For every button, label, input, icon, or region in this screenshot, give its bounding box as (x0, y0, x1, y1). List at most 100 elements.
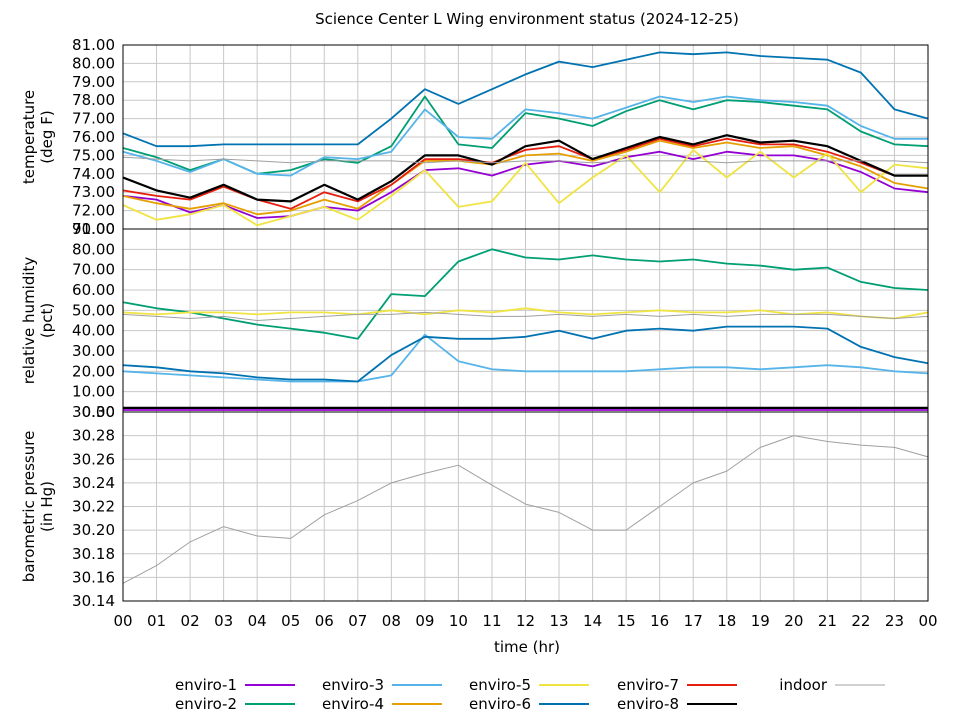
x-tick-label: 00 (918, 612, 937, 630)
x-tick-label: 04 (248, 612, 267, 630)
x-tick-label: 11 (482, 612, 501, 630)
y-tick-label: 71.00 (72, 220, 115, 238)
y-tick-label: 20.00 (72, 362, 115, 380)
y-tick-label: 30.26 (72, 450, 115, 468)
series-line-enviro-1 (122, 150, 929, 219)
series-line-indoor (122, 435, 929, 584)
x-tick-label: 12 (516, 612, 535, 630)
series-line-enviro-8 (122, 134, 928, 203)
panel-frame (122, 411, 929, 602)
y-axis-label: relative humidity(pct) (20, 257, 56, 385)
y-axis-label-line: relative humidity (20, 257, 38, 385)
y-tick-label: 0.00 (82, 403, 115, 421)
x-tick-label: 17 (684, 612, 703, 630)
y-tick-label: 30.18 (72, 545, 115, 563)
x-tick-label: 02 (181, 612, 200, 630)
y-tick-label: 60.00 (72, 281, 115, 299)
legend-label: enviro-7 (617, 676, 679, 694)
y-axis-label-line: (in Hg) (38, 481, 56, 532)
y-axis-label: barometric pressure(in Hg) (20, 431, 56, 583)
series-line-enviro-3 (122, 95, 928, 177)
y-axis-label-line: temperature (20, 90, 38, 184)
legend-label: enviro-3 (322, 676, 384, 694)
panel-temperature: 71.0072.0073.0074.0075.0076.0077.0078.00… (20, 36, 929, 238)
legend-label: indoor (779, 676, 828, 694)
y-tick-label: 78.00 (72, 91, 115, 109)
series-line-enviro-2 (122, 248, 929, 340)
x-tick-label: 16 (650, 612, 669, 630)
x-tick-label: 08 (382, 612, 401, 630)
x-tick-label: 18 (717, 612, 736, 630)
series-line-indoor (122, 156, 929, 164)
series-line-indoor (122, 311, 929, 321)
legend-entry: indoor (779, 676, 885, 694)
series-line-enviro-5 (122, 148, 929, 227)
plot-panels: 71.0072.0073.0074.0075.0076.0077.0078.00… (20, 36, 929, 610)
x-tick-label: 14 (583, 612, 602, 630)
x-tick-label: 19 (751, 612, 770, 630)
y-axis-label: temperature(deg F) (20, 90, 56, 184)
series-line-enviro-4 (122, 139, 929, 216)
legend-entry: enviro-4 (322, 695, 442, 713)
y-tick-label: 76.00 (72, 128, 115, 146)
y-tick-label: 10.00 (72, 383, 115, 401)
legend-label: enviro-2 (175, 695, 237, 713)
panel-pressure: 30.14 30.16 30.18 30.20 30.22 30.24 30.26 30.28… (20, 403, 929, 610)
x-axis-label: time (hr) (494, 638, 560, 656)
y-tick-label: 73.00 (72, 183, 115, 201)
legend-entry: enviro-1 (175, 676, 295, 694)
legend-label: enviro-4 (322, 695, 384, 713)
x-tick-label: 15 (617, 612, 636, 630)
x-tick-label: 13 (549, 612, 568, 630)
legend-label: enviro-1 (175, 676, 237, 694)
y-tick-label: 30.30 (72, 403, 115, 421)
x-tick-label: 21 (818, 612, 837, 630)
y-tick-label: 30.00 (72, 342, 115, 360)
x-tick-label: 03 (214, 612, 233, 630)
y-tick-label: 30.16 (72, 568, 115, 586)
legend-label: enviro-5 (469, 676, 531, 694)
y-tick-label: 30.14 (72, 592, 115, 610)
chart-title: Science Center L Wing environment status… (315, 10, 739, 28)
y-tick-label: 30.20 (72, 521, 115, 539)
y-tick-label: 75.00 (72, 146, 115, 164)
series-line-enviro-6 (122, 325, 929, 383)
panel-humidity: 0.00 10.00 20.00 30.00 40.00 50.00 60.00 70.00 8… (20, 220, 929, 421)
x-tick-label: 05 (281, 612, 300, 630)
x-tick-label: 01 (147, 612, 166, 630)
legend-entry: enviro-6 (469, 695, 589, 713)
x-tick-label: 09 (415, 612, 434, 630)
y-tick-label: 80.00 (72, 240, 115, 258)
y-tick-label: 40.00 (72, 322, 115, 340)
y-tick-label: 30.28 (72, 427, 115, 445)
legend-entry: enviro-8 (617, 695, 737, 713)
x-tick-label: 23 (885, 612, 904, 630)
y-tick-label: 30.24 (72, 474, 115, 492)
legend-label: enviro-8 (617, 695, 679, 713)
y-axis-label-line: barometric pressure (20, 431, 38, 583)
legend-entry: enviro-5 (469, 676, 589, 694)
x-tick-label: 20 (784, 612, 803, 630)
y-tick-label: 70.00 (72, 261, 115, 279)
y-axis-label-line: (deg F) (38, 110, 56, 163)
x-tick-label: 22 (851, 612, 870, 630)
y-axis-label-line: (pct) (38, 303, 56, 338)
x-tick-label: 07 (348, 612, 367, 630)
y-tick-label: 77.00 (72, 110, 115, 128)
x-tick-labels: 00 01 02 03 04 05 06 07 08 09 10 11 12 13 14 15 16 17 18 19… (113, 612, 937, 630)
y-tick-label: 72.00 (72, 202, 115, 220)
x-tick-label: 10 (449, 612, 468, 630)
y-tick-label: 80.00 (72, 54, 115, 72)
y-tick-label: 79.00 (72, 73, 115, 91)
legend-label: enviro-6 (469, 695, 531, 713)
x-tick-label: 06 (315, 612, 334, 630)
y-tick-label: 50.00 (72, 301, 115, 319)
series-line-enviro-6 (122, 51, 929, 148)
y-tick-label: 81.00 (72, 36, 115, 54)
y-tick-label: 90.00 (72, 220, 115, 238)
legend-entry: enviro-2 (175, 695, 295, 713)
legend-entry: enviro-3 (322, 676, 442, 694)
